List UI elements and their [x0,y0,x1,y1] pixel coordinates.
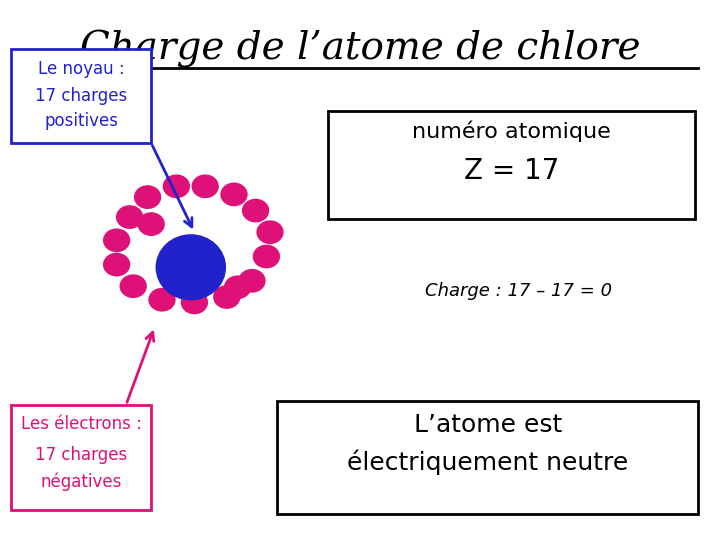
Text: négatives: négatives [40,472,122,491]
Text: électriquement neutre: électriquement neutre [347,449,629,475]
Text: Charge de l’atome de chlore: Charge de l’atome de chlore [80,30,640,68]
Text: 17 charges: 17 charges [35,446,127,463]
Ellipse shape [253,245,279,268]
Text: L’atome est: L’atome est [414,413,562,436]
Ellipse shape [104,229,130,252]
Ellipse shape [117,206,143,228]
Ellipse shape [149,288,175,311]
Ellipse shape [120,275,146,298]
Ellipse shape [225,276,251,299]
Ellipse shape [221,183,247,206]
Text: Z = 17: Z = 17 [464,157,559,185]
Ellipse shape [243,199,269,222]
Bar [277,401,698,514]
Text: 17 charges: 17 charges [35,87,127,105]
Ellipse shape [181,291,207,314]
Text: positives: positives [44,112,118,130]
Ellipse shape [257,221,283,244]
Ellipse shape [214,286,240,308]
Bar [328,111,695,219]
Ellipse shape [163,175,189,198]
Text: Charge : 17 – 17 = 0: Charge : 17 – 17 = 0 [425,281,612,300]
Ellipse shape [239,269,265,292]
Ellipse shape [192,175,218,198]
Text: Le noyau :: Le noyau : [37,60,125,78]
Text: Les électrons :: Les électrons : [21,415,141,433]
Bar [11,49,151,143]
Ellipse shape [138,213,164,235]
Text: numéro atomique: numéro atomique [412,120,611,142]
Ellipse shape [135,186,161,208]
Ellipse shape [156,235,225,300]
Ellipse shape [104,253,130,276]
Bar [11,405,151,510]
